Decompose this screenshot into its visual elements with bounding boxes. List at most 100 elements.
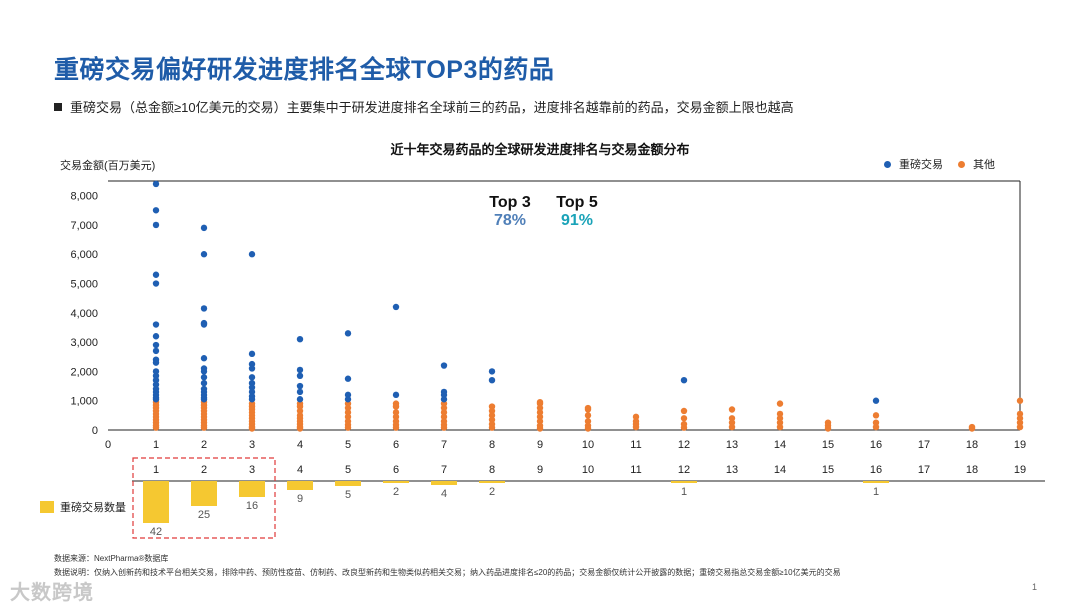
bar	[671, 481, 697, 483]
data-source: 数据来源：NextPharma®数据库	[54, 554, 169, 563]
other-deal-point	[488, 412, 496, 419]
x-tick-label: 18	[966, 439, 978, 451]
other-deal-point	[344, 424, 352, 431]
bar-category-label: 17	[918, 464, 930, 476]
chart-title: 近十年交易药品的全球研发进度排名与交易金额分布	[390, 142, 690, 157]
bar-category-label: 14	[774, 464, 786, 476]
other-deal-point	[632, 413, 640, 421]
other-deal-point	[536, 400, 544, 407]
bar-category-label: 15	[822, 464, 834, 476]
other-deal-point	[824, 425, 832, 432]
major-deal-point	[152, 221, 160, 229]
x-tick-label: 3	[249, 439, 255, 451]
major-deal-point	[872, 397, 880, 404]
other-deal-point	[344, 400, 352, 407]
other-deal-point	[680, 424, 688, 431]
bar-value-label: 25	[198, 509, 210, 521]
y-axis-title: 交易金额(百万美元)	[60, 160, 156, 172]
major-deal-point	[152, 377, 160, 384]
major-deal-point	[440, 362, 448, 369]
bar-category-label: 9	[537, 464, 543, 476]
data-note: 数据说明：仅纳入创新药和技术平台相关交易，排除中药、预防性疫苗、仿制药、改良型新…	[54, 568, 841, 577]
x-tick-label: 8	[489, 439, 495, 451]
major-deal-point	[152, 333, 160, 340]
legend-other-label: 其他	[973, 159, 995, 171]
circle-marker-icon	[884, 160, 891, 168]
major-deal-point	[200, 368, 208, 375]
y-tick-label: 3,000	[70, 337, 98, 349]
major-deal-point	[680, 377, 688, 384]
x-tick-label: 7	[441, 439, 447, 451]
other-deal-point	[296, 403, 304, 410]
top3-label: Top 3	[489, 194, 531, 211]
major-deal-point	[344, 375, 352, 382]
other-deal-point	[728, 406, 736, 413]
major-deal-point	[488, 368, 496, 375]
major-deal-point	[296, 396, 304, 403]
bullet-text: 重磅交易（总金额≥10亿美元的交易）主要集中于研发进度排名全球前三的药品，进度排…	[70, 100, 794, 115]
major-deal-point	[248, 374, 256, 381]
major-deal-point	[152, 368, 160, 375]
other-deal-point	[776, 419, 784, 426]
brand-logo: 大数跨境	[10, 576, 94, 605]
other-deal-point	[728, 423, 736, 431]
major-deal-point	[248, 396, 256, 403]
other-deal-point	[776, 410, 784, 418]
other-deal-point	[440, 400, 448, 407]
other-deal-point	[392, 403, 400, 410]
bar-value-label: 2	[489, 486, 495, 498]
other-deal-point	[536, 409, 544, 416]
x-tick-label: 11	[630, 439, 641, 451]
major-deal-point	[440, 396, 448, 403]
x-tick-label: 1	[153, 439, 159, 451]
bar-value-label: 9	[297, 493, 303, 505]
other-deal-point	[200, 424, 208, 431]
other-deal-point	[344, 413, 352, 421]
bar-value-label: 2	[393, 486, 399, 498]
x-tick-label: 0	[105, 439, 111, 451]
major-deal-point	[152, 396, 160, 403]
top5-stat: Top 5 91%	[549, 194, 605, 230]
bar	[143, 481, 169, 523]
major-deal-point	[296, 382, 304, 390]
bar-category-label: 1	[153, 464, 159, 476]
other-deal-point	[536, 418, 544, 425]
major-deal-point	[152, 341, 160, 349]
major-deal-point	[248, 379, 256, 387]
bar	[479, 481, 505, 483]
other-deal-point	[1016, 419, 1024, 426]
bar-category-label: 3	[249, 464, 255, 476]
bar-legend: 重磅交易数量	[40, 499, 126, 515]
bar-category-label: 7	[441, 464, 447, 476]
bullet-point: 重磅交易（总金额≥10亿美元的交易）主要集中于研发进度排名全球前三的药品，进度排…	[54, 97, 794, 116]
other-deal-point	[776, 415, 784, 422]
bar-category-label: 6	[393, 464, 399, 476]
x-tick-label: 17	[918, 439, 930, 451]
top3-value: 78%	[493, 212, 527, 229]
bar-category-label: 10	[582, 464, 594, 476]
square-bullet-icon	[54, 102, 62, 111]
major-deal-point	[200, 379, 208, 387]
other-deal-point	[392, 409, 400, 416]
x-tick-label: 10	[582, 439, 594, 451]
bar	[287, 481, 313, 490]
bar	[383, 481, 409, 483]
logo-text: 大数跨境	[10, 582, 94, 604]
other-deal-point	[248, 425, 256, 432]
other-deal-point	[296, 425, 304, 432]
other-deal-point	[344, 409, 352, 416]
major-deal-point	[200, 374, 208, 381]
other-deal-point	[1016, 410, 1024, 418]
page-number: 1	[1032, 582, 1038, 592]
other-deal-point	[392, 424, 400, 431]
top3-highlight-box	[132, 457, 276, 539]
bar-legend-swatch	[40, 501, 54, 513]
major-deal-point	[296, 335, 304, 343]
major-deal-point	[152, 207, 160, 214]
bar-value-label: 16	[246, 500, 258, 512]
bar-category-label: 16	[870, 464, 882, 476]
other-deal-point	[1016, 415, 1024, 422]
legend-major: 重磅交易	[884, 156, 943, 172]
